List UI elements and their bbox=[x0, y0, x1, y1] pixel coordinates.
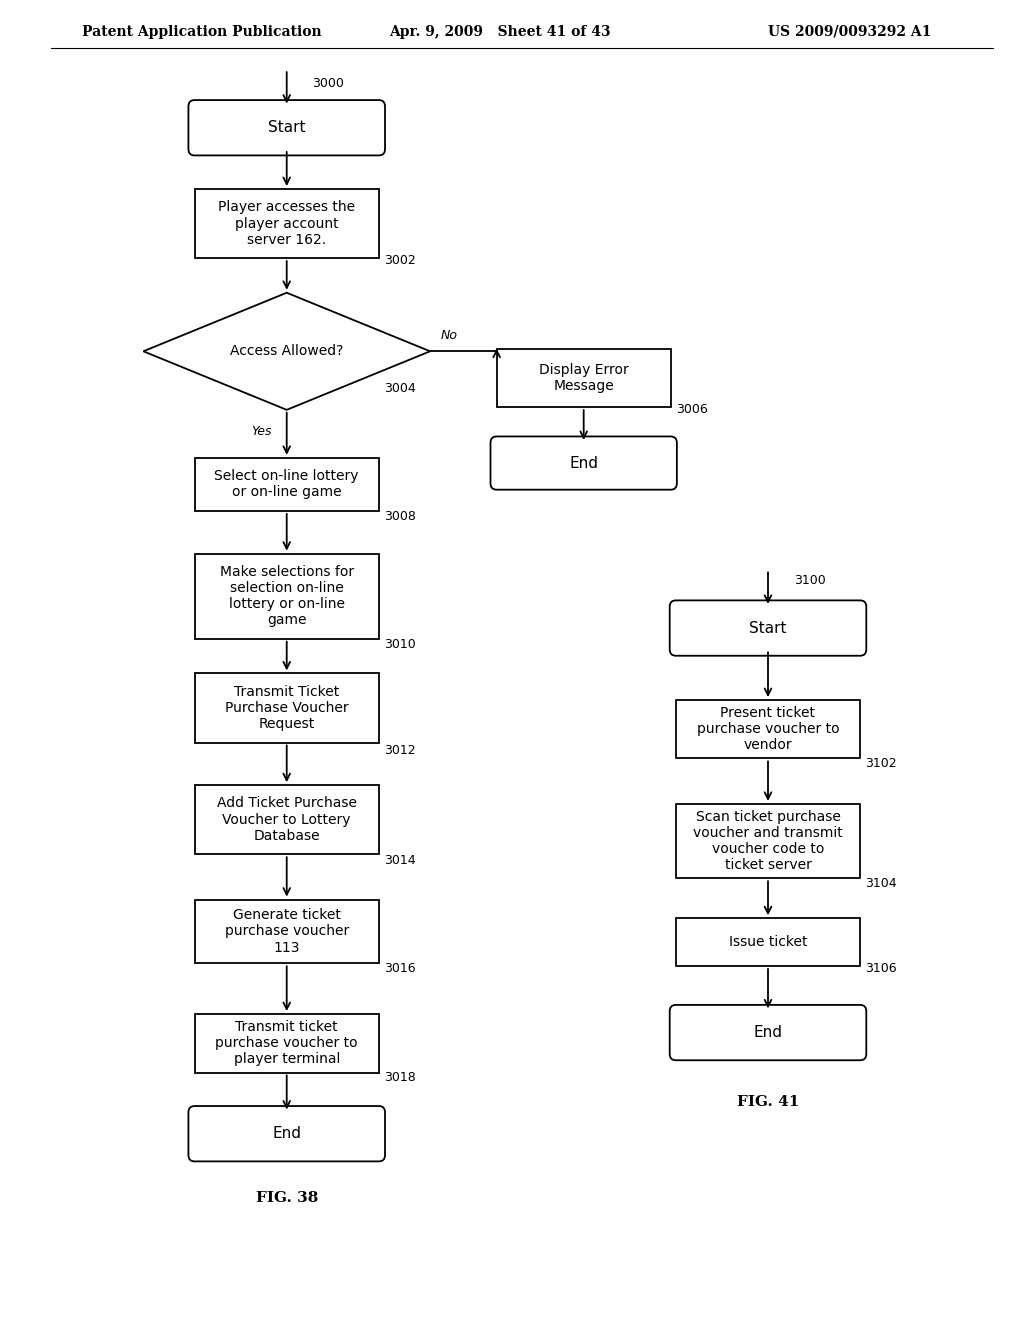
Text: Patent Application Publication: Patent Application Publication bbox=[82, 25, 322, 38]
Text: 3018: 3018 bbox=[384, 1071, 416, 1084]
Text: Transmit ticket
purchase voucher to
player terminal: Transmit ticket purchase voucher to play… bbox=[215, 1020, 358, 1067]
Text: 3102: 3102 bbox=[865, 756, 897, 770]
Text: 3106: 3106 bbox=[865, 962, 897, 975]
Text: Start: Start bbox=[268, 120, 305, 135]
Text: End: End bbox=[754, 1026, 782, 1040]
Text: 3100: 3100 bbox=[794, 574, 825, 586]
Text: Add Ticket Purchase
Voucher to Lottery
Database: Add Ticket Purchase Voucher to Lottery D… bbox=[217, 796, 356, 843]
Text: Present ticket
purchase voucher to
vendor: Present ticket purchase voucher to vendo… bbox=[696, 706, 840, 752]
Text: 3014: 3014 bbox=[384, 854, 416, 867]
Bar bbox=[676, 804, 860, 878]
Bar bbox=[195, 189, 379, 259]
Bar bbox=[195, 458, 379, 511]
Text: Select on-line lottery
or on-line game: Select on-line lottery or on-line game bbox=[214, 469, 359, 499]
FancyBboxPatch shape bbox=[670, 601, 866, 656]
Polygon shape bbox=[143, 293, 430, 409]
Text: 3000: 3000 bbox=[312, 77, 344, 90]
Text: Make selections for
selection on-line
lottery or on-line
game: Make selections for selection on-line lo… bbox=[220, 565, 353, 627]
Text: 3002: 3002 bbox=[384, 255, 416, 268]
Text: 3006: 3006 bbox=[676, 404, 708, 416]
FancyBboxPatch shape bbox=[490, 437, 677, 490]
Text: FIG. 38: FIG. 38 bbox=[256, 1191, 317, 1205]
Text: Display Error
Message: Display Error Message bbox=[539, 363, 629, 393]
Text: Generate ticket
purchase voucher
113: Generate ticket purchase voucher 113 bbox=[224, 908, 349, 954]
Text: 3016: 3016 bbox=[384, 962, 416, 975]
Text: Scan ticket purchase
voucher and transmit
voucher code to
ticket server: Scan ticket purchase voucher and transmi… bbox=[693, 809, 843, 873]
Text: End: End bbox=[569, 455, 598, 470]
Bar bbox=[497, 348, 671, 407]
Text: FIG. 41: FIG. 41 bbox=[737, 1094, 799, 1109]
Text: No: No bbox=[440, 329, 458, 342]
Bar bbox=[195, 673, 379, 742]
FancyBboxPatch shape bbox=[670, 1005, 866, 1060]
Text: 3104: 3104 bbox=[865, 876, 897, 890]
Text: Player accesses the
player account
server 162.: Player accesses the player account serve… bbox=[218, 201, 355, 247]
Text: Access Allowed?: Access Allowed? bbox=[230, 345, 343, 358]
Bar bbox=[195, 899, 379, 964]
FancyBboxPatch shape bbox=[188, 100, 385, 156]
Bar bbox=[195, 1014, 379, 1072]
Text: Transmit Ticket
Purchase Voucher
Request: Transmit Ticket Purchase Voucher Request bbox=[225, 685, 348, 731]
Text: Issue ticket: Issue ticket bbox=[729, 935, 807, 949]
Text: 3012: 3012 bbox=[384, 744, 416, 756]
Bar bbox=[676, 700, 860, 759]
Text: US 2009/0093292 A1: US 2009/0093292 A1 bbox=[768, 25, 932, 38]
Bar bbox=[195, 553, 379, 639]
Text: End: End bbox=[272, 1126, 301, 1142]
Text: Yes: Yes bbox=[251, 425, 271, 438]
Text: Apr. 9, 2009   Sheet 41 of 43: Apr. 9, 2009 Sheet 41 of 43 bbox=[389, 25, 610, 38]
Text: 3004: 3004 bbox=[384, 381, 416, 395]
Text: 3008: 3008 bbox=[384, 510, 416, 523]
Text: Start: Start bbox=[750, 620, 786, 635]
FancyBboxPatch shape bbox=[188, 1106, 385, 1162]
Text: 3010: 3010 bbox=[384, 638, 416, 651]
Bar bbox=[676, 919, 860, 966]
Bar bbox=[195, 785, 379, 854]
